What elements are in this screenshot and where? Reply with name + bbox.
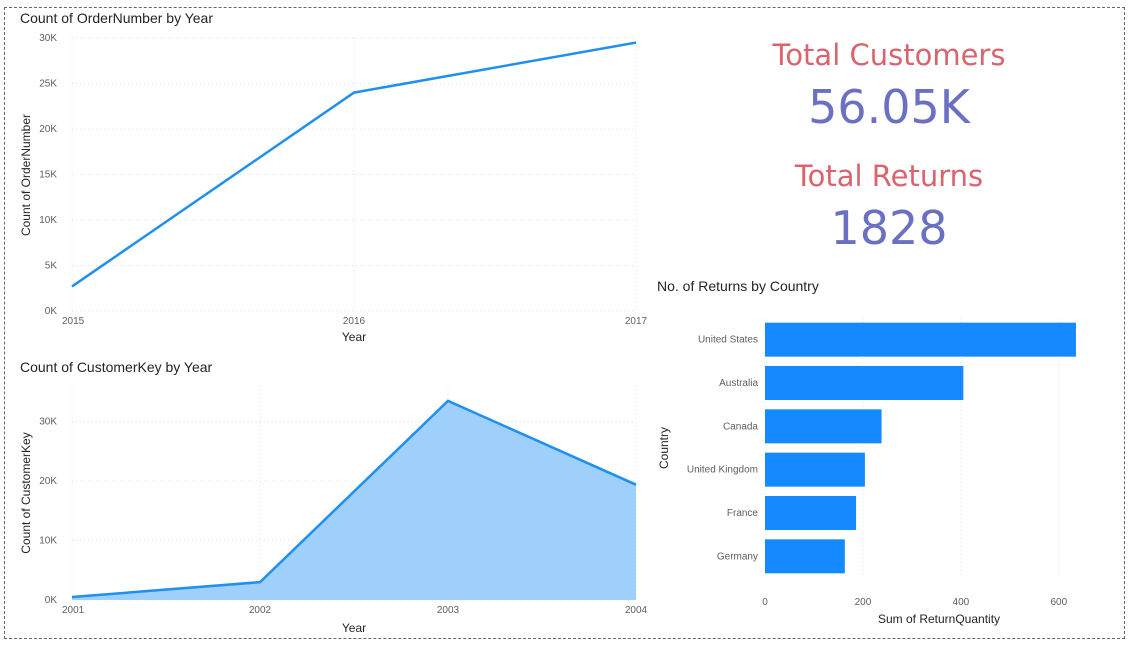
total-returns-value: 1828 (830, 201, 948, 255)
x-tick-label: 600 (1050, 597, 1067, 608)
y-tick-label: France (727, 508, 759, 519)
customer-count-chart-title: Count of CustomerKey by Year (20, 359, 213, 375)
order-count-line-chart: 0K 5K 10K 15K 20K 25K 30K 2015 2016 2017 Year Count… (19, 33, 648, 344)
y-tick-label: United States (698, 335, 758, 346)
x-tick-label: 0 (762, 597, 768, 608)
x-tick-label: 2003 (437, 605, 460, 616)
customer-count-series-line (71, 399, 637, 599)
bar-germany (765, 539, 845, 574)
y-tick-label: 10K (39, 536, 57, 547)
bar-france (765, 496, 857, 530)
y-tick-label: 30K (39, 417, 57, 428)
y-tick-label: 0K (45, 306, 58, 317)
bar-canada (765, 409, 882, 444)
y-tick-label: Canada (723, 421, 758, 432)
x-tick-label: 400 (953, 597, 970, 608)
total-customers-label: Total Customers (772, 38, 1006, 72)
x-tick-label: 2001 (62, 605, 85, 616)
x-tick-label: 2015 (62, 316, 85, 327)
report-canvas-border (4, 7, 1125, 639)
y-tick-label: 5K (45, 261, 58, 272)
y-tick-label: Australia (719, 378, 758, 389)
bar-united-states (765, 322, 1076, 357)
y-tick-label: 20K (39, 476, 57, 487)
y-tick-label: 10K (39, 215, 57, 226)
customer-count-area-fill (72, 400, 636, 600)
x-axis-title: Year (342, 621, 366, 635)
y-tick-label: 20K (39, 124, 57, 135)
x-axis-title: Year (342, 330, 366, 344)
x-tick-label: 200 (855, 597, 872, 608)
y-tick-label: 25K (39, 79, 57, 90)
y-axis-title: Count of OrderNumber (19, 114, 33, 236)
total-customers-value: 56.05K (808, 80, 970, 134)
order-count-series-line (71, 41, 637, 288)
total-returns-label: Total Returns (794, 159, 984, 193)
x-tick-label: 2017 (625, 316, 648, 327)
x-tick-label: 2002 (249, 605, 272, 616)
customer-count-area-chart: 0K 10K 20K 30K 2001 2002 2003 2004 Year Count of … (19, 386, 648, 635)
y-tick-label: United Kingdom (687, 465, 758, 476)
returns-by-country-chart-title: No. of Returns by Country (657, 278, 819, 294)
y-tick-label: Germany (717, 551, 758, 562)
x-tick-label: 2016 (343, 316, 366, 327)
y-tick-label: 15K (39, 170, 57, 181)
bar-australia (765, 366, 964, 400)
order-count-chart-title: Count of OrderNumber by Year (20, 10, 213, 26)
y-tick-label: 0K (45, 595, 58, 606)
x-axis-title: Sum of ReturnQuantity (878, 612, 1000, 626)
y-axis-title: Count of CustomerKey (19, 432, 33, 553)
x-tick-label: 2004 (625, 605, 648, 616)
y-axis-title: Country (657, 427, 671, 469)
bar-united-kingdom (765, 452, 865, 487)
y-tick-label: 30K (39, 33, 57, 44)
